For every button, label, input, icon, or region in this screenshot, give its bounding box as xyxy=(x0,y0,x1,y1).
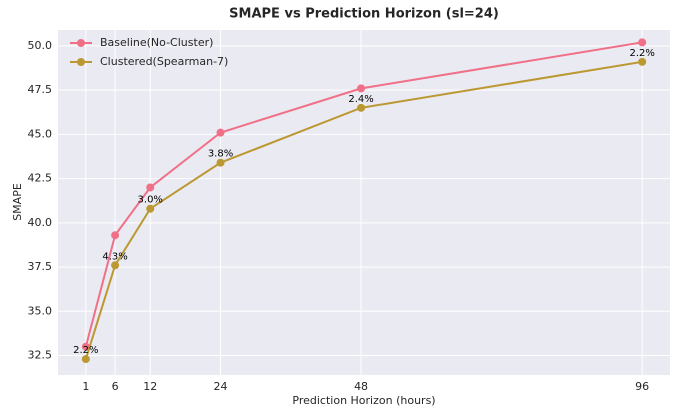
y-tick-label: 37.5 xyxy=(28,260,53,273)
data-point xyxy=(81,342,90,351)
grid xyxy=(58,30,670,375)
x-tick-label: 6 xyxy=(112,380,119,393)
data-point xyxy=(81,355,90,364)
data-point xyxy=(146,204,155,213)
y-axis-label: SMAPE xyxy=(11,183,24,221)
legend-label: Clustered(Spearman-7) xyxy=(100,55,228,68)
y-tick-label: 35.0 xyxy=(28,304,53,317)
series-line xyxy=(84,41,643,347)
y-tick-label: 32.5 xyxy=(28,349,53,362)
data-point xyxy=(111,231,120,240)
annotation: 2.2% xyxy=(629,48,654,59)
x-tick-label: 1 xyxy=(82,380,89,393)
legend-marker xyxy=(77,58,85,66)
annotation: 2.4% xyxy=(348,94,373,105)
data-point xyxy=(638,57,647,66)
data-point xyxy=(146,183,155,192)
chart-title: SMAPE vs Prediction Horizon (sl=24) xyxy=(229,7,499,22)
x-tick-label: 24 xyxy=(214,380,228,393)
x-axis-label: Prediction Horizon (hours) xyxy=(292,394,435,407)
data-point xyxy=(357,103,366,112)
annotation: 3.0% xyxy=(138,195,163,206)
data-point xyxy=(216,128,225,137)
data-point xyxy=(357,84,366,93)
annotation: 3.8% xyxy=(208,149,233,160)
x-tick-label: 48 xyxy=(354,380,368,393)
data-point xyxy=(638,38,647,47)
x-tick-label: 96 xyxy=(635,380,649,393)
legend-marker xyxy=(77,39,85,47)
annotation: 2.2% xyxy=(73,345,98,356)
data-point xyxy=(216,158,225,167)
data-point xyxy=(111,261,120,270)
annotation: 4.3% xyxy=(102,251,127,262)
legend-label: Baseline(No-Cluster) xyxy=(100,36,213,49)
y-tick-label: 50.0 xyxy=(28,39,53,52)
y-tick-label: 45.0 xyxy=(28,127,53,140)
x-tick-label: 12 xyxy=(143,380,157,393)
y-tick-label: 40.0 xyxy=(28,216,53,229)
y-tick-label: 42.5 xyxy=(28,172,53,185)
y-tick-label: 47.5 xyxy=(28,83,53,96)
series-line xyxy=(84,60,643,360)
